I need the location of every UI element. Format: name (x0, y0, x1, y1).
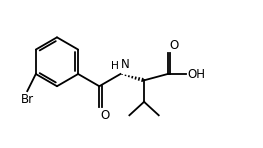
Text: Br: Br (21, 93, 34, 106)
Text: OH: OH (187, 67, 205, 81)
Text: O: O (100, 109, 110, 122)
Text: O: O (169, 38, 178, 52)
Text: N: N (120, 58, 129, 71)
Text: H: H (111, 61, 119, 71)
